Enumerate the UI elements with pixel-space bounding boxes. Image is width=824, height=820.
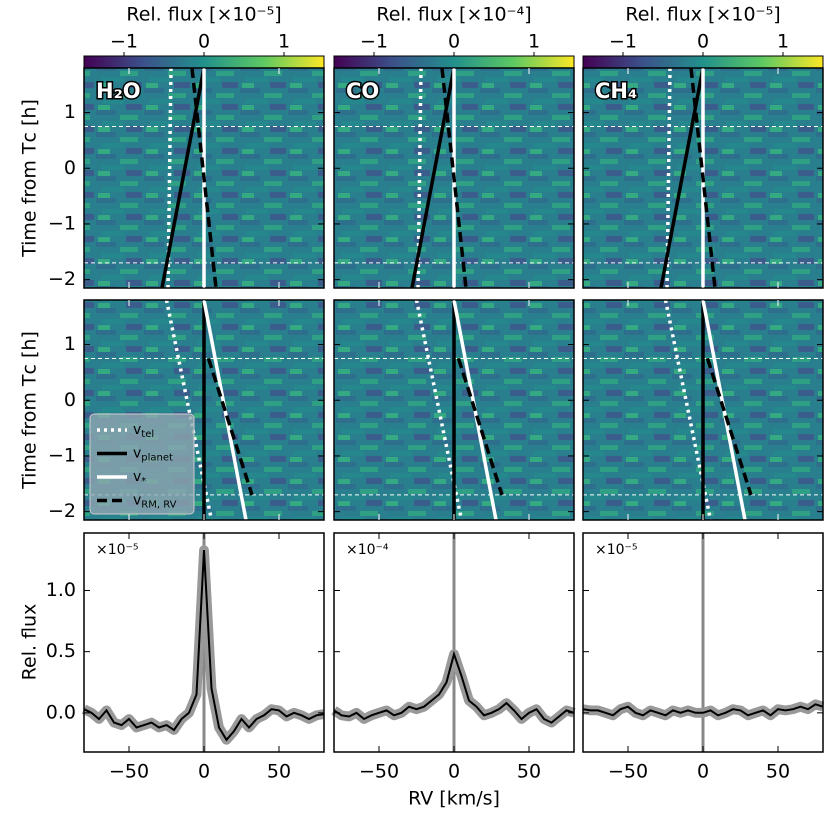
legend-symbol: v xyxy=(133,469,141,485)
x-tick-label: −50 xyxy=(359,761,399,783)
y-tick-label: 0.0 xyxy=(46,701,76,723)
x-tick-label: 0 xyxy=(448,761,460,783)
legend-symbol: v xyxy=(133,493,141,509)
y-tick-label: 0.5 xyxy=(46,640,76,662)
legend-subscript: planet xyxy=(141,453,173,464)
legend-label: vtel xyxy=(133,422,154,440)
colorbar-tick-label: 1 xyxy=(278,31,290,53)
colorbar-label: Rel. flux [×10⁻⁵] xyxy=(126,4,281,26)
y-axis-label: Time from Tᴄ [h] xyxy=(19,331,41,490)
colorbar-tick-label: 1 xyxy=(528,31,540,53)
y-tick-label: 0 xyxy=(64,389,76,411)
profile-line xyxy=(83,550,325,742)
legend-symbol: v xyxy=(133,422,141,438)
legend-label: vplanet xyxy=(133,446,173,464)
track-line xyxy=(689,67,717,289)
colorbar-tick-label: −1 xyxy=(609,31,637,53)
x-tick-label: −50 xyxy=(608,761,648,783)
colorbar xyxy=(83,55,325,69)
colorbar-tick-label: −1 xyxy=(360,31,388,53)
legend-label: v* xyxy=(133,469,146,487)
colorbar-tick-label: 0 xyxy=(697,31,709,53)
x-tick-label: 50 xyxy=(517,761,541,783)
legend-box xyxy=(89,413,195,515)
colorbar-label: Rel. flux [×10⁻⁴] xyxy=(376,4,531,26)
y-axis-label: Time from Tᴄ [h] xyxy=(19,99,41,258)
colorbar xyxy=(582,55,824,69)
track-line xyxy=(190,67,218,289)
y-tick-label: 1 xyxy=(64,333,76,355)
y-tick-label: −1 xyxy=(48,444,76,466)
legend-symbol: v xyxy=(133,446,141,462)
x-tick-label: 0 xyxy=(198,761,210,783)
y-tick-label: 1.0 xyxy=(46,579,76,601)
colorbar-tick-label: 0 xyxy=(198,31,210,53)
legend-subscript: * xyxy=(141,476,146,487)
colorbar-tick-label: 0 xyxy=(448,31,460,53)
molecule-label: CO xyxy=(346,79,379,103)
colorbar-tick-label: 1 xyxy=(777,31,789,53)
x-tick-label: 50 xyxy=(267,761,291,783)
track-line xyxy=(456,357,504,496)
multiplier-label: ×10⁻⁵ xyxy=(96,542,139,558)
track-line xyxy=(164,299,214,521)
track-line xyxy=(705,357,753,496)
x-axis-label: RV [km/s] xyxy=(408,788,500,810)
x-tick-label: 50 xyxy=(766,761,790,783)
y-tick-label: −1 xyxy=(48,212,76,234)
y-tick-label: 1 xyxy=(64,101,76,123)
track-line xyxy=(663,299,713,521)
y-tick-label: −2 xyxy=(48,500,76,522)
molecule-label: H₂O xyxy=(96,79,141,103)
profile-line xyxy=(333,650,575,724)
track-line xyxy=(206,357,254,496)
multiplier-label: ×10⁻⁵ xyxy=(595,542,638,558)
colorbar-tick-label: −1 xyxy=(110,31,138,53)
legend-label: vRM, RV xyxy=(133,493,177,511)
colorbar xyxy=(333,55,575,69)
x-tick-label: 0 xyxy=(697,761,709,783)
molecule-label: CH₄ xyxy=(595,79,637,103)
y-tick-label: −2 xyxy=(48,268,76,290)
legend-subscript: tel xyxy=(141,429,154,440)
legend-subscript: RM, RV xyxy=(141,500,176,511)
x-tick-label: −50 xyxy=(109,761,149,783)
y-axis-label: Rel. flux xyxy=(19,604,41,681)
track-line xyxy=(414,299,464,521)
colorbar-label: Rel. flux [×10⁻⁵] xyxy=(625,4,780,26)
track-line xyxy=(440,67,468,289)
profile-line xyxy=(582,703,824,717)
multiplier-label: ×10⁻⁴ xyxy=(346,542,389,558)
y-tick-label: 0 xyxy=(64,157,76,179)
